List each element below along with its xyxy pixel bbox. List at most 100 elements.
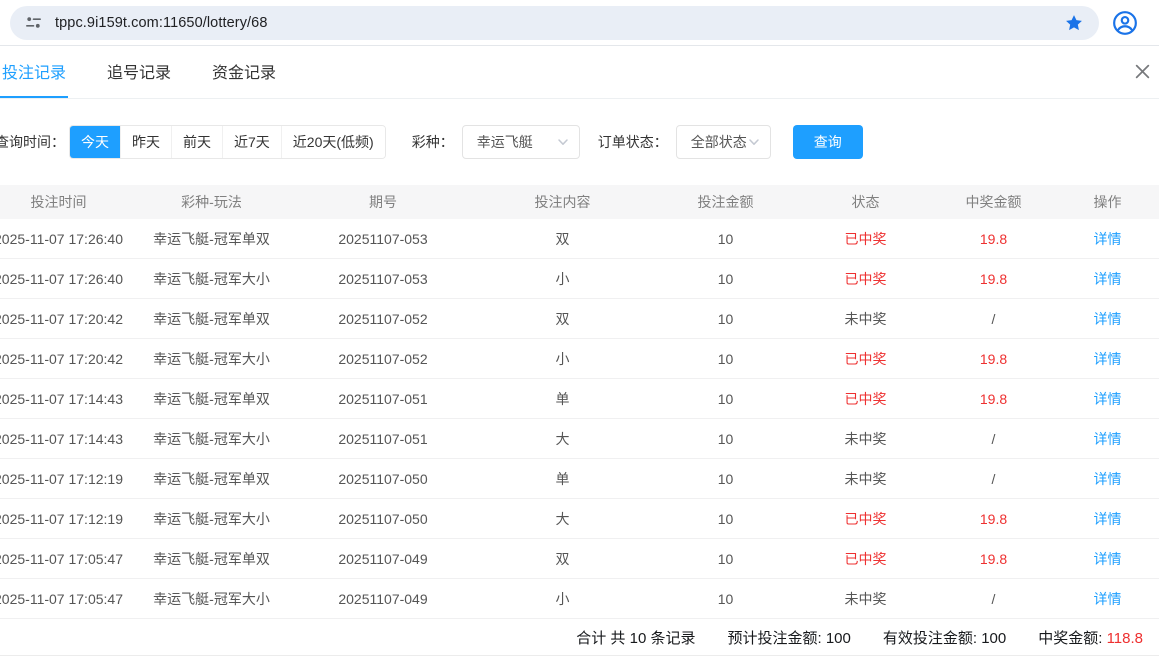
column-header: 投注内容 (534, 194, 591, 210)
time-filter-option[interactable]: 近7天 (222, 126, 281, 158)
summary-total: 合计 共 10 条记录 (576, 629, 696, 647)
search-button[interactable]: 查询 (792, 125, 863, 159)
details-link[interactable]: 详情 (1093, 310, 1122, 327)
details-link[interactable]: 详情 (1093, 550, 1122, 567)
cell-bet-amount: 10 (717, 470, 734, 487)
table-header-row: 投注时间 彩种-玩法 期号 投注内容 投注金额 状态 中奖金额 操作 (0, 185, 1159, 219)
cell-bet-amount: 10 (717, 550, 734, 567)
table-row: 2025-11-07 17:20:42 幸运飞艇-冠军大小 20251107-0… (0, 339, 1159, 379)
cell-game-play: 幸运飞艇-冠军大小 (153, 590, 270, 607)
cell-bet-amount: 10 (717, 430, 734, 447)
cell-bet-amount: 10 (717, 390, 734, 407)
cell-bet-time: 2025-11-07 17:26:40 (0, 270, 123, 287)
tab-fund-records[interactable]: 资金记录 (212, 65, 277, 82)
cell-issue-no: 20251107-051 (338, 390, 428, 407)
cell-game-play: 幸运飞艇-冠军单双 (153, 470, 270, 487)
url-text[interactable]: tppc.9i159t.com:11650/lottery/68 (55, 14, 268, 31)
cell-win-amount: / (991, 470, 996, 487)
summary-win-amount: 中奖金额: 118.8 (1038, 627, 1143, 648)
profile-avatar-icon[interactable] (1111, 9, 1139, 37)
details-link[interactable]: 详情 (1093, 270, 1122, 287)
table-row: 2025-11-07 17:14:43 幸运飞艇-冠军单双 20251107-0… (0, 379, 1159, 419)
cell-game-play: 幸运飞艇-冠军单双 (153, 390, 270, 407)
cell-bet-content: 单 (555, 470, 570, 487)
column-header: 状态 (851, 194, 880, 210)
cell-bet-content: 双 (555, 310, 570, 327)
cell-status: 已中奖 (844, 390, 887, 407)
summary-valid-label: 有效投注金额: (882, 629, 982, 647)
cell-bet-amount: 10 (717, 230, 734, 247)
record-tabs: 投注记录 追号记录 资金记录 (0, 46, 1159, 99)
cell-win-amount: 19.8 (979, 510, 1008, 527)
details-link[interactable]: 详情 (1093, 590, 1122, 607)
table-row: 2025-11-07 17:26:40 幸运飞艇-冠军单双 20251107-0… (0, 219, 1159, 259)
browser-toolbar: tppc.9i159t.com:11650/lottery/68 (0, 0, 1159, 46)
address-bar[interactable]: tppc.9i159t.com:11650/lottery/68 (10, 5, 1099, 40)
details-link[interactable]: 详情 (1093, 350, 1122, 367)
cell-bet-content: 小 (555, 590, 570, 607)
column-header: 操作 (1093, 194, 1122, 210)
time-filter-label: 查询时间： (0, 134, 65, 150)
site-settings-icon[interactable] (24, 13, 43, 32)
cell-win-amount: 19.8 (979, 270, 1008, 287)
cell-status: 已中奖 (844, 550, 887, 567)
cell-bet-amount: 10 (717, 510, 734, 527)
summary-expected-bet: 预计投注金额: 100 (727, 627, 850, 648)
cell-bet-content: 双 (555, 230, 570, 247)
table-row: 2025-11-07 17:20:42 幸运飞艇-冠军单双 20251107-0… (0, 299, 1159, 339)
cell-bet-time: 2025-11-07 17:14:43 (0, 390, 123, 407)
cell-bet-time: 2025-11-07 17:20:42 (0, 350, 123, 367)
cell-game-play: 幸运飞艇-冠军大小 (153, 430, 270, 447)
cell-status: 已中奖 (844, 350, 887, 367)
cell-bet-content: 小 (555, 270, 570, 287)
cell-status: 未中奖 (844, 310, 887, 327)
close-icon[interactable] (1131, 60, 1153, 82)
details-link[interactable]: 详情 (1093, 510, 1122, 527)
details-link[interactable]: 详情 (1093, 430, 1122, 447)
cell-bet-amount: 10 (717, 310, 734, 327)
time-filter-option[interactable]: 前天 (171, 126, 222, 158)
summary-expected-label: 预计投注金额: (727, 629, 826, 647)
tab-chase-records[interactable]: 追号记录 (107, 65, 172, 82)
table-row: 2025-11-07 17:05:47 幸运飞艇-冠军单双 20251107-0… (0, 539, 1159, 579)
order-status-select[interactable]: 全部状态 (675, 125, 771, 159)
cell-win-amount: 19.8 (979, 550, 1008, 567)
time-filter-option[interactable]: 昨天 (120, 126, 171, 158)
cell-status: 已中奖 (844, 230, 887, 247)
summary-win-value: 118.8 (1106, 629, 1143, 647)
cell-win-amount: 19.8 (979, 350, 1008, 367)
column-header: 彩种-玩法 (181, 194, 242, 210)
time-filter-option[interactable]: 近20天(低频) (280, 126, 385, 158)
table-row: 2025-11-07 17:12:19 幸运飞艇-冠军单双 20251107-0… (0, 459, 1159, 499)
cell-status: 未中奖 (844, 590, 887, 607)
cell-game-play: 幸运飞艇-冠军单双 (153, 550, 270, 567)
details-link[interactable]: 详情 (1093, 470, 1122, 487)
cell-issue-no: 20251107-053 (338, 230, 428, 247)
table-row: 2025-11-07 17:12:19 幸运飞艇-冠军大小 20251107-0… (0, 499, 1159, 539)
cell-game-play: 幸运飞艇-冠军单双 (153, 230, 270, 247)
details-link[interactable]: 详情 (1093, 390, 1122, 407)
table-row: 2025-11-07 17:26:40 幸运飞艇-冠军大小 20251107-0… (0, 259, 1159, 299)
lottery-type-select[interactable]: 幸运飞艇 (461, 125, 580, 159)
time-filter-group: 今天 昨天 前天 近7天 近20天(低频) (69, 125, 386, 159)
summary-win-label: 中奖金额: (1038, 629, 1107, 647)
tab-betting-records[interactable]: 投注记录 (0, 46, 69, 98)
order-status-label: 订单状态： (597, 134, 668, 150)
cell-bet-time: 2025-11-07 17:20:42 (0, 310, 123, 327)
cell-bet-content: 单 (555, 390, 570, 407)
column-header: 期号 (369, 194, 397, 210)
cell-issue-no: 20251107-050 (338, 470, 428, 487)
lottery-type-value: 幸运飞艇 (476, 134, 533, 150)
table-row: 2025-11-07 17:05:47 幸运飞艇-冠军大小 20251107-0… (0, 579, 1159, 619)
lottery-records-panel: 投注记录 追号记录 资金记录 查询时间： 今天 昨天 前天 近7天 近20天(低频) 彩… (0, 46, 1159, 656)
bookmark-star-icon[interactable] (1063, 12, 1085, 34)
chevron-down-icon (557, 139, 568, 145)
column-header: 投注时间 (30, 194, 87, 210)
cell-bet-time: 2025-11-07 17:12:19 (0, 470, 123, 487)
cell-bet-time: 2025-11-07 17:12:19 (0, 510, 123, 527)
cell-bet-content: 大 (555, 510, 570, 527)
table-row: 2025-11-07 17:14:43 幸运飞艇-冠军大小 20251107-0… (0, 419, 1159, 459)
cell-bet-amount: 10 (717, 270, 734, 287)
details-link[interactable]: 详情 (1093, 230, 1122, 247)
time-filter-option[interactable]: 今天 (70, 126, 120, 158)
